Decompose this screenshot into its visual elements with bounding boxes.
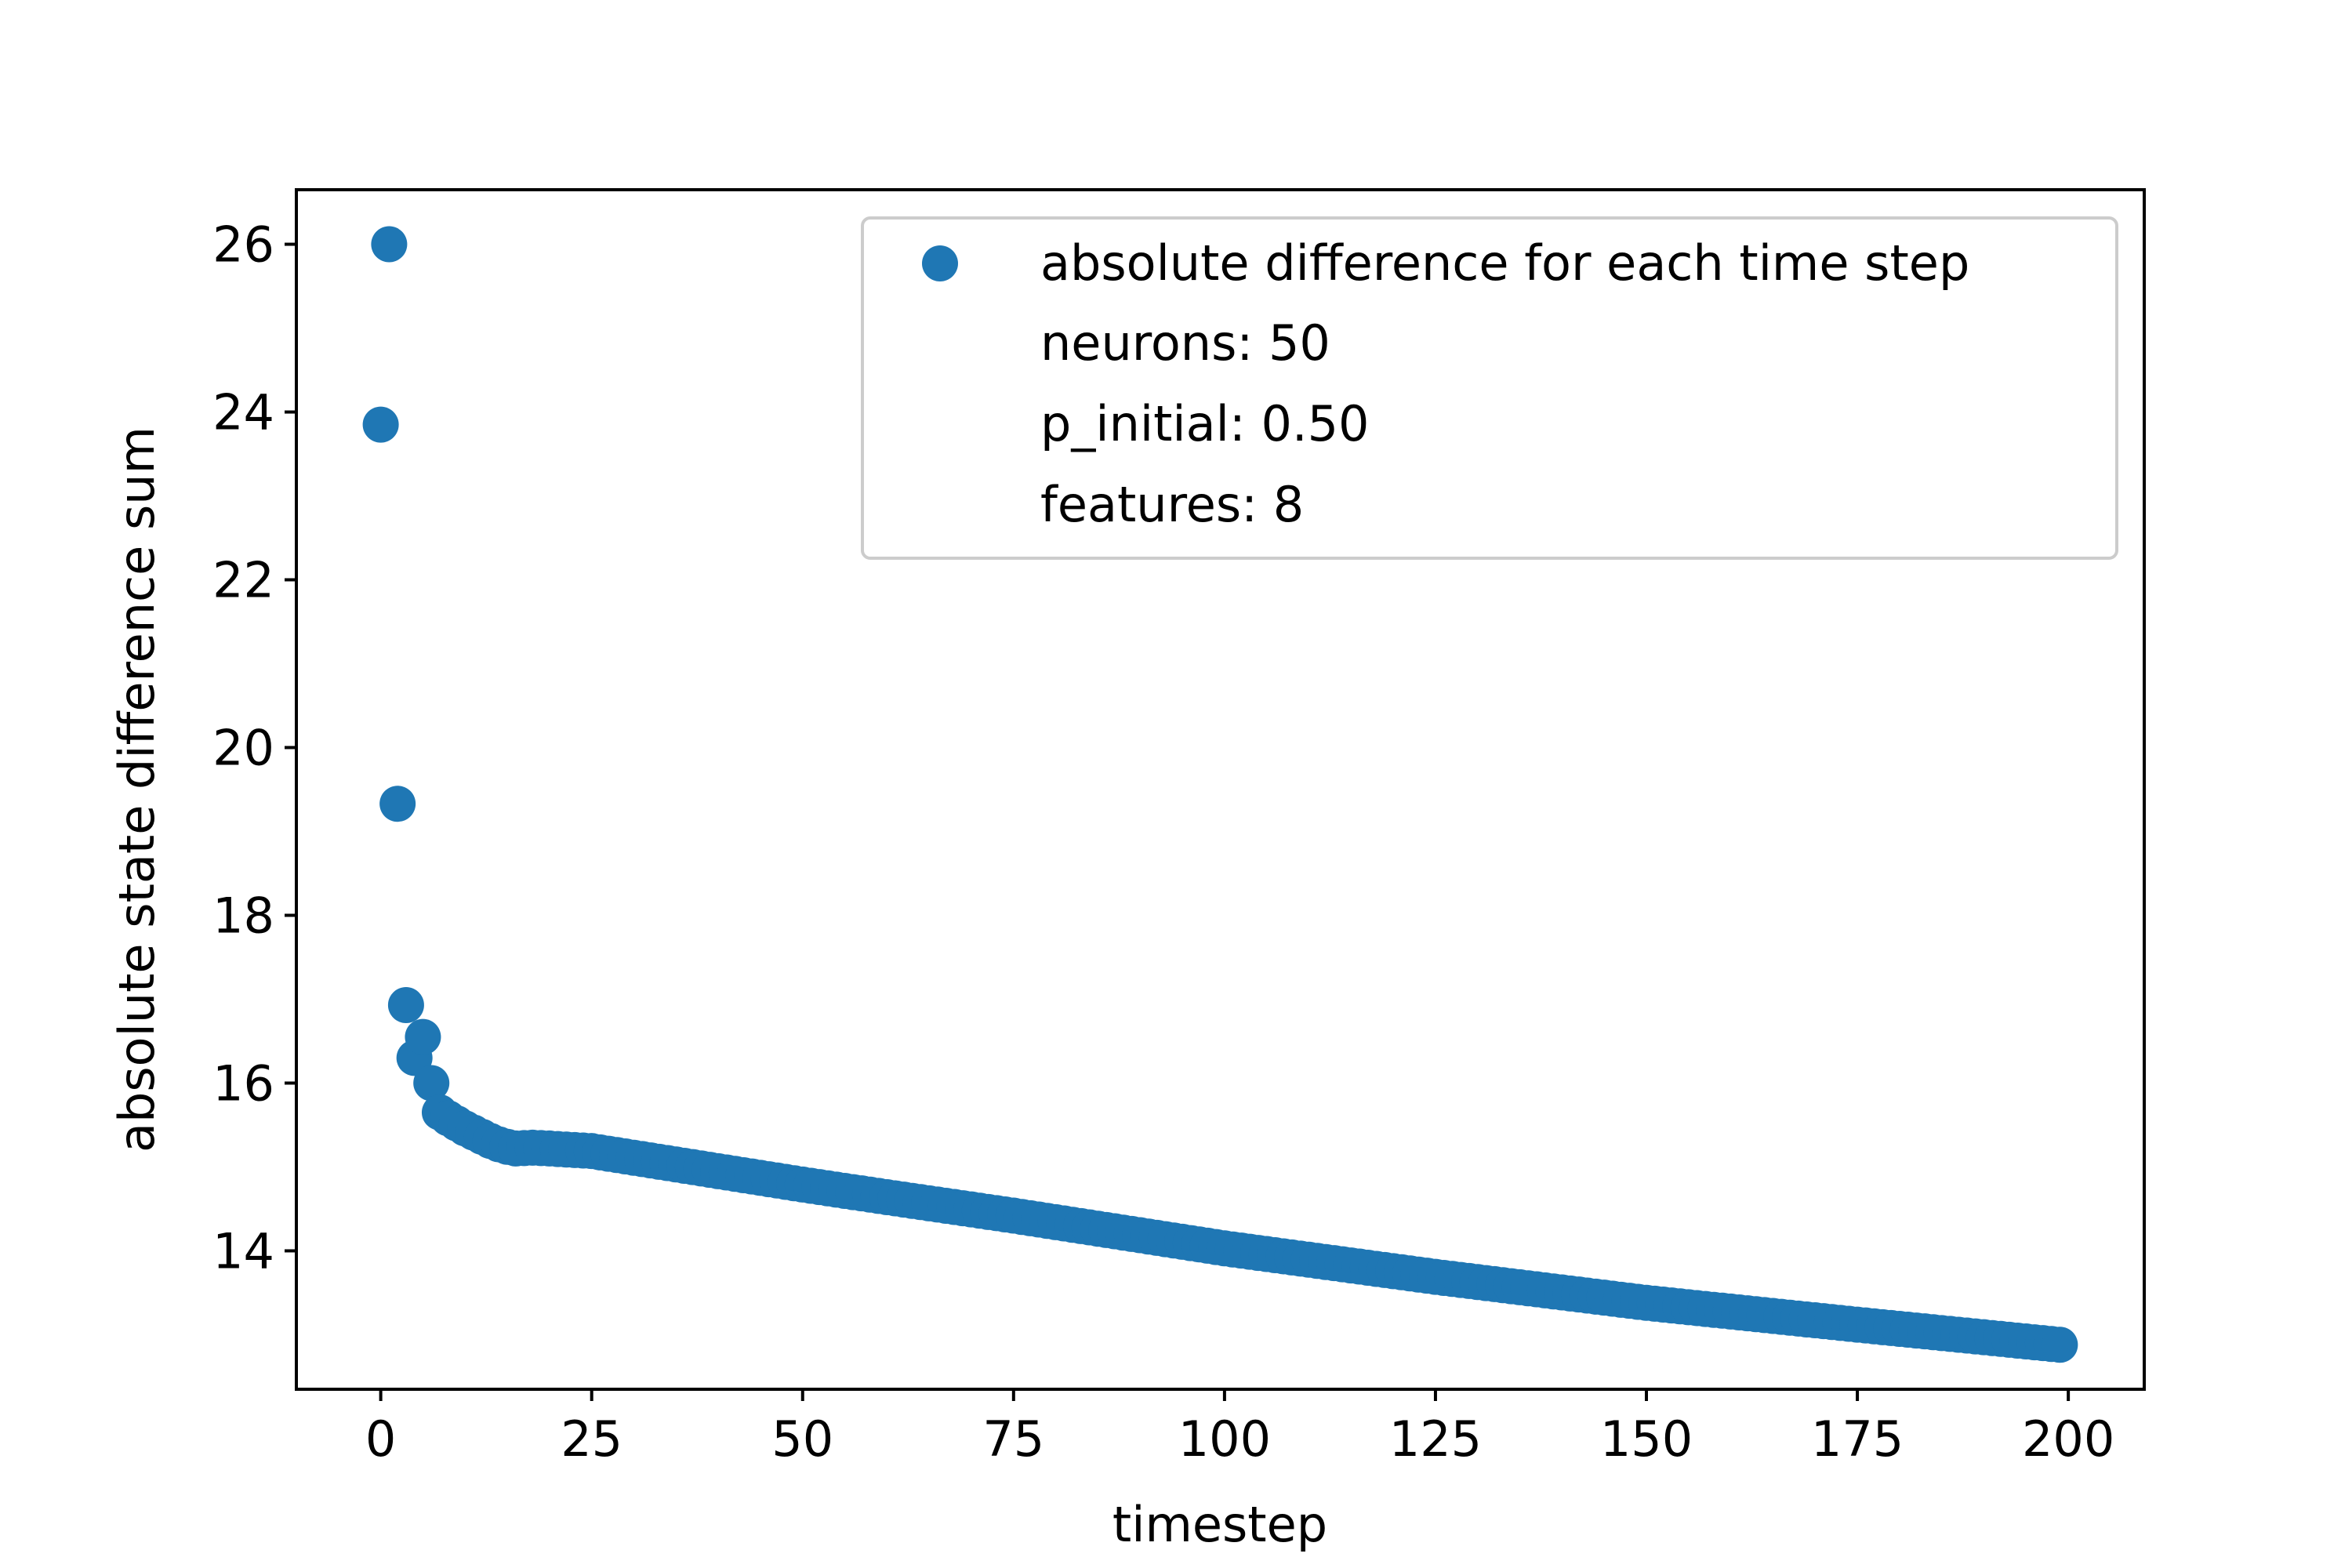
legend-entry-p-initial: p_initial: 0.50 [1040, 395, 1370, 452]
legend-marker [922, 245, 958, 281]
y-tick-label: 24 [212, 384, 274, 441]
x-tick-label: 50 [771, 1410, 833, 1468]
x-tick-label: 175 [1811, 1410, 1904, 1468]
y-tick-label: 22 [212, 552, 274, 609]
y-tick-label: 18 [212, 887, 274, 944]
axes-frame [295, 188, 2146, 1391]
y-tick-label: 16 [212, 1054, 274, 1112]
y-axis: 14 16 18 20 22 24 26 [212, 216, 296, 1279]
y-axis-label: absolute state difference sum [108, 426, 165, 1152]
data-points [362, 226, 2078, 1363]
x-tick-label: 0 [365, 1410, 396, 1468]
y-tick-label: 26 [212, 216, 274, 274]
data-point [362, 406, 399, 443]
legend: absolute difference for each time step n… [861, 216, 2118, 560]
legend-box [861, 216, 2118, 560]
x-axis: 0 25 50 75 100 125 150 175 200 [365, 1389, 2114, 1468]
data-point [2042, 1327, 2078, 1363]
data-point [405, 1018, 441, 1055]
data-point [387, 986, 424, 1023]
x-tick-label: 150 [1600, 1410, 1693, 1468]
x-tick-label: 100 [1178, 1410, 1271, 1468]
x-tick-label: 75 [982, 1410, 1044, 1468]
y-tick-label: 20 [212, 720, 274, 777]
legend-entry-neurons: neurons: 50 [1040, 314, 1330, 372]
data-point [413, 1065, 450, 1102]
data-point [379, 786, 416, 822]
data-point [371, 226, 408, 263]
y-tick-label: 14 [212, 1222, 274, 1279]
x-tick-label: 200 [2022, 1410, 2114, 1468]
legend-entry-features: features: 8 [1040, 476, 1304, 533]
x-tick-label: 25 [561, 1410, 622, 1468]
x-axis-label: timestep [1112, 1496, 1327, 1553]
x-tick-label: 125 [1389, 1410, 1482, 1468]
legend-entry-series: absolute difference for each time step [1040, 234, 1969, 292]
